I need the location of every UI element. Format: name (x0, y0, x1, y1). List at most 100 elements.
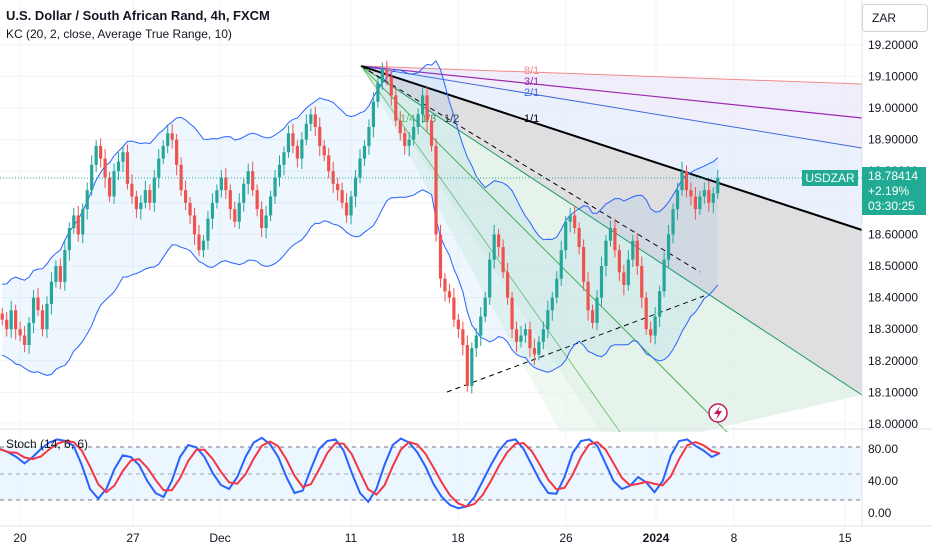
candle-body (519, 335, 523, 342)
time-tick-label: 15 (838, 531, 852, 545)
candle-body (22, 335, 27, 345)
candle-body (219, 177, 223, 191)
fan-label-8-1: 8/1 (524, 65, 539, 77)
candle-body (103, 158, 107, 178)
time-tick-label: 11 (345, 531, 358, 545)
candle-body (434, 145, 438, 235)
candle-body (684, 171, 689, 191)
candle-body (72, 215, 76, 229)
candle-body (447, 291, 452, 298)
candle-body (40, 310, 45, 330)
candle-body (264, 215, 268, 229)
candle-body (246, 171, 250, 184)
candle-body (14, 310, 18, 330)
candle-body (622, 272, 626, 285)
candle-body (157, 158, 161, 178)
candle-body (255, 190, 259, 210)
candle-body (215, 190, 219, 203)
candle-body (675, 190, 680, 210)
time-tick-label: Dec (209, 531, 230, 545)
candle-body (121, 152, 125, 162)
chart-title: U.S. Dollar / South African Rand, 4h, FX… (6, 8, 270, 23)
stoch-axis: 80.00 40.00 0.00 (868, 442, 898, 520)
candle-body (228, 190, 232, 210)
fan-label-1-1: 1/1 (524, 113, 539, 125)
candle-body (85, 190, 89, 210)
stochastic-lines (0, 436, 721, 510)
candle-body (537, 341, 541, 355)
candle-body (210, 202, 215, 219)
fan-label-3-1: 3/1 (524, 76, 539, 88)
candle-body (394, 95, 398, 121)
keltner-lower (1, 189, 719, 376)
candle-body (224, 177, 228, 191)
time-tick-label: 18 (451, 531, 465, 545)
candle-body (304, 123, 308, 140)
keltner-fill (2, 60, 718, 376)
candle-body (143, 190, 147, 203)
candle-body (175, 139, 179, 165)
candle-body (590, 310, 595, 323)
candle-body (336, 183, 340, 191)
candle-body (421, 95, 425, 115)
candle-body (58, 266, 62, 282)
candle-body (291, 133, 295, 146)
candle-body (5, 319, 9, 330)
candle-body (653, 316, 657, 336)
candle-body (45, 303, 49, 330)
time-tick-label: 20 (13, 531, 27, 545)
currency-selector[interactable]: ZAR (862, 4, 928, 32)
candle-body (613, 228, 617, 251)
candle-body (568, 215, 572, 222)
candle-body (201, 240, 206, 251)
candle-body (546, 310, 550, 330)
candle-body (649, 329, 653, 336)
candle-body (322, 145, 326, 156)
candle-body (327, 155, 331, 172)
candle-body (599, 266, 604, 298)
candle-body (63, 250, 67, 282)
candle-body (0, 313, 4, 320)
candle-body (376, 82, 380, 102)
candle-body (456, 319, 460, 330)
candle-body (644, 297, 648, 330)
time-axis[interactable]: 20 27 Dec 11 18 26 2024 8 15 (13, 531, 852, 545)
candle-body (488, 259, 492, 298)
candle-body (18, 329, 22, 336)
candle-body (282, 152, 286, 165)
stoch-tick-label: 0.00 (868, 506, 892, 520)
price-tick-label: 18.10000 (868, 385, 918, 399)
lightning-icon[interactable] (708, 403, 728, 423)
candle-body (689, 190, 693, 197)
candle-body (353, 177, 358, 197)
candle-body (99, 145, 103, 159)
time-tick-label: 26 (559, 531, 573, 545)
candle-body (595, 297, 599, 323)
candle-body (573, 215, 577, 229)
candle-body (479, 316, 483, 336)
price-axis[interactable]: 19.2000019.1000019.0000018.9000018.80000… (868, 38, 918, 431)
candle-body (367, 126, 371, 146)
stoch-tick-label: 40.00 (868, 474, 898, 488)
candle-body (702, 190, 706, 197)
candle-body (550, 297, 554, 311)
candle-body (166, 133, 170, 146)
candle-body (635, 240, 639, 266)
candle-body (295, 145, 299, 159)
candle-body (233, 209, 237, 222)
candle-body (170, 133, 174, 140)
candle-body (313, 114, 317, 127)
candle-body (716, 177, 720, 194)
price-tick-label: 18.60000 (868, 227, 918, 241)
fan-label-1-4: 1/4 (400, 113, 415, 125)
bar-countdown: 03:30:25 (868, 199, 915, 213)
indicator-label: KC (20, 2, close, Average True Range, 10… (6, 27, 232, 41)
candles[interactable] (0, 60, 720, 394)
candle-body (31, 297, 36, 323)
candle-body (640, 266, 644, 298)
candle-body (380, 70, 384, 83)
stoch-label: Stoch (14, 6, 6) (6, 437, 89, 451)
candle-body (582, 247, 586, 282)
price-tick-label: 18.90000 (868, 133, 918, 147)
